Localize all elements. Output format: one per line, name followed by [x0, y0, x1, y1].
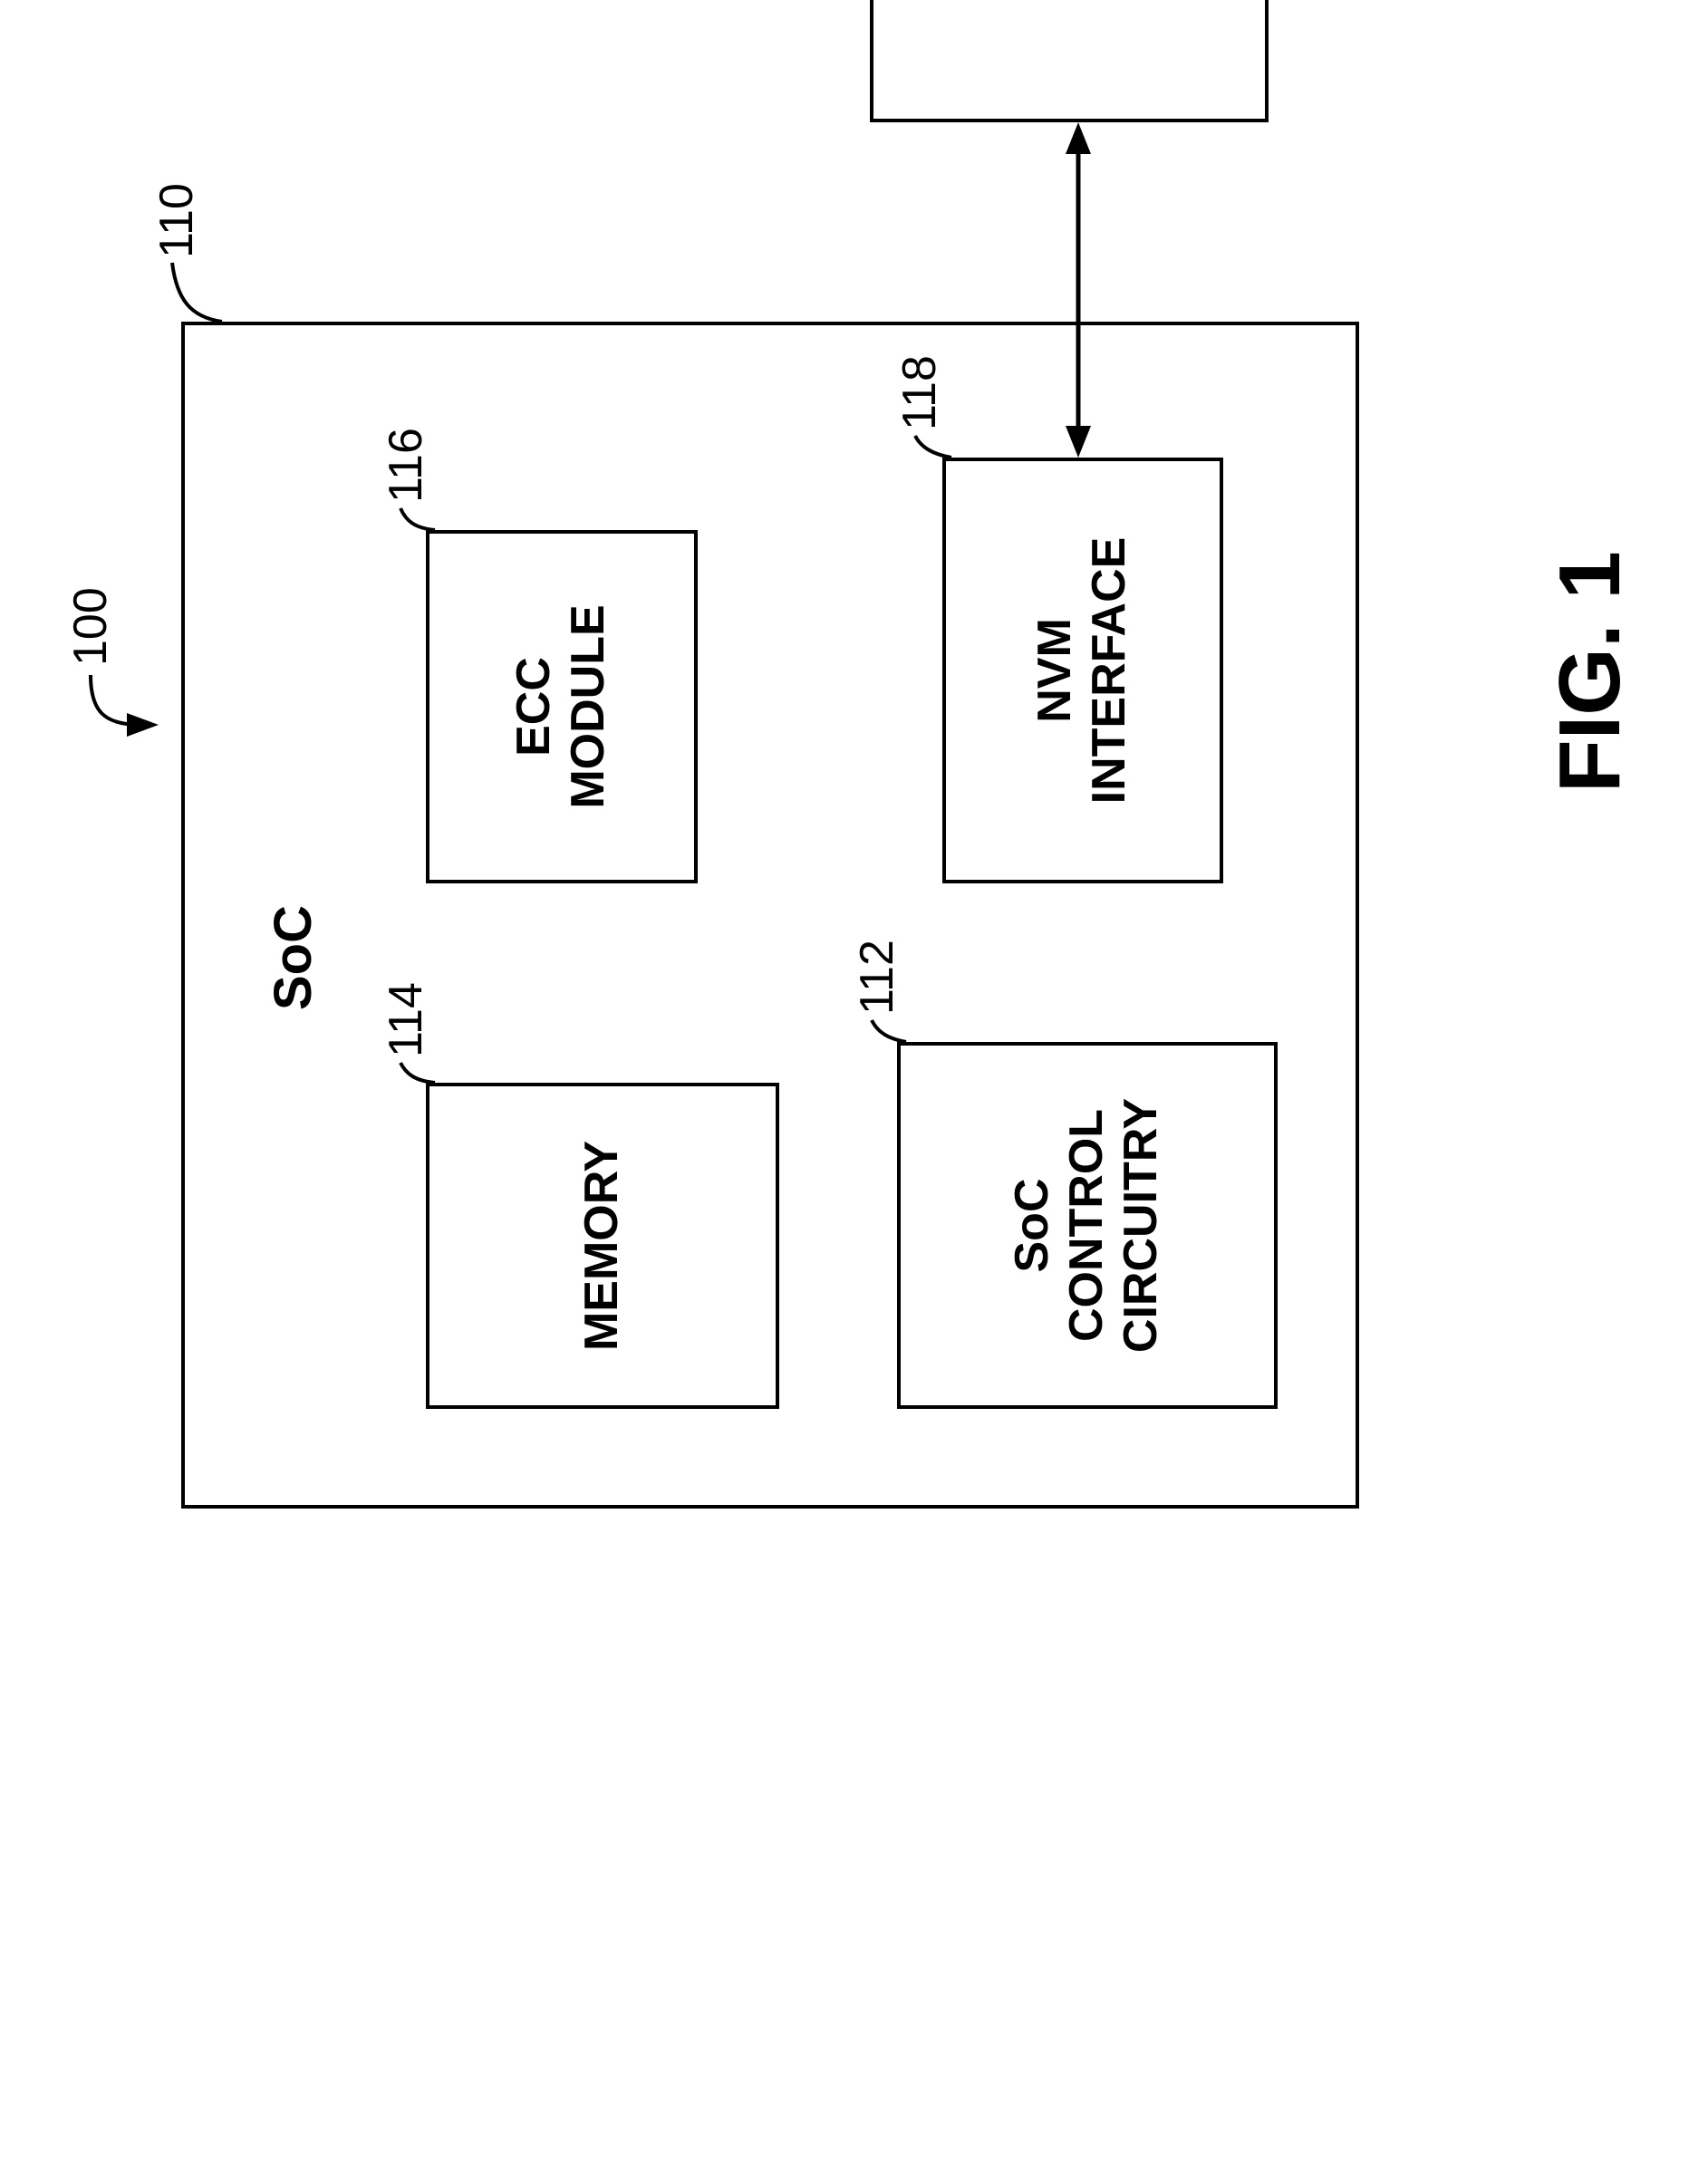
ref-114: 114	[379, 982, 433, 1057]
ref-110: 110	[150, 183, 204, 258]
soc-control-box: SoC CONTROL CIRCUITRY	[897, 1042, 1278, 1409]
ref-116: 116	[379, 428, 433, 503]
ecc-module-box: ECC MODULE	[426, 530, 698, 883]
nvm-interface-box: NVM INTERFACE	[942, 458, 1223, 883]
ref-100: 100	[63, 587, 118, 666]
nvm-interface-label: NVM INTERFACE	[1028, 537, 1137, 805]
ref-118: 118	[893, 355, 947, 430]
soc-label: SoC	[263, 905, 323, 1010]
memory-box: MEMORY	[426, 1083, 779, 1409]
rotated-canvas: SoC MEMORY ECC MODULE SoC CONTROL CIRCUI…	[0, 0, 1708, 1708]
soc-control-label: SoC CONTROL CIRCUITRY	[1006, 1098, 1168, 1353]
memory-label: MEMORY	[575, 1141, 630, 1351]
ref-112: 112	[850, 940, 904, 1015]
nvm-box: NVM	[870, 0, 1269, 122]
figure-title: FIG. 1	[1540, 551, 1640, 793]
ecc-module-label: ECC MODULE	[507, 604, 616, 808]
